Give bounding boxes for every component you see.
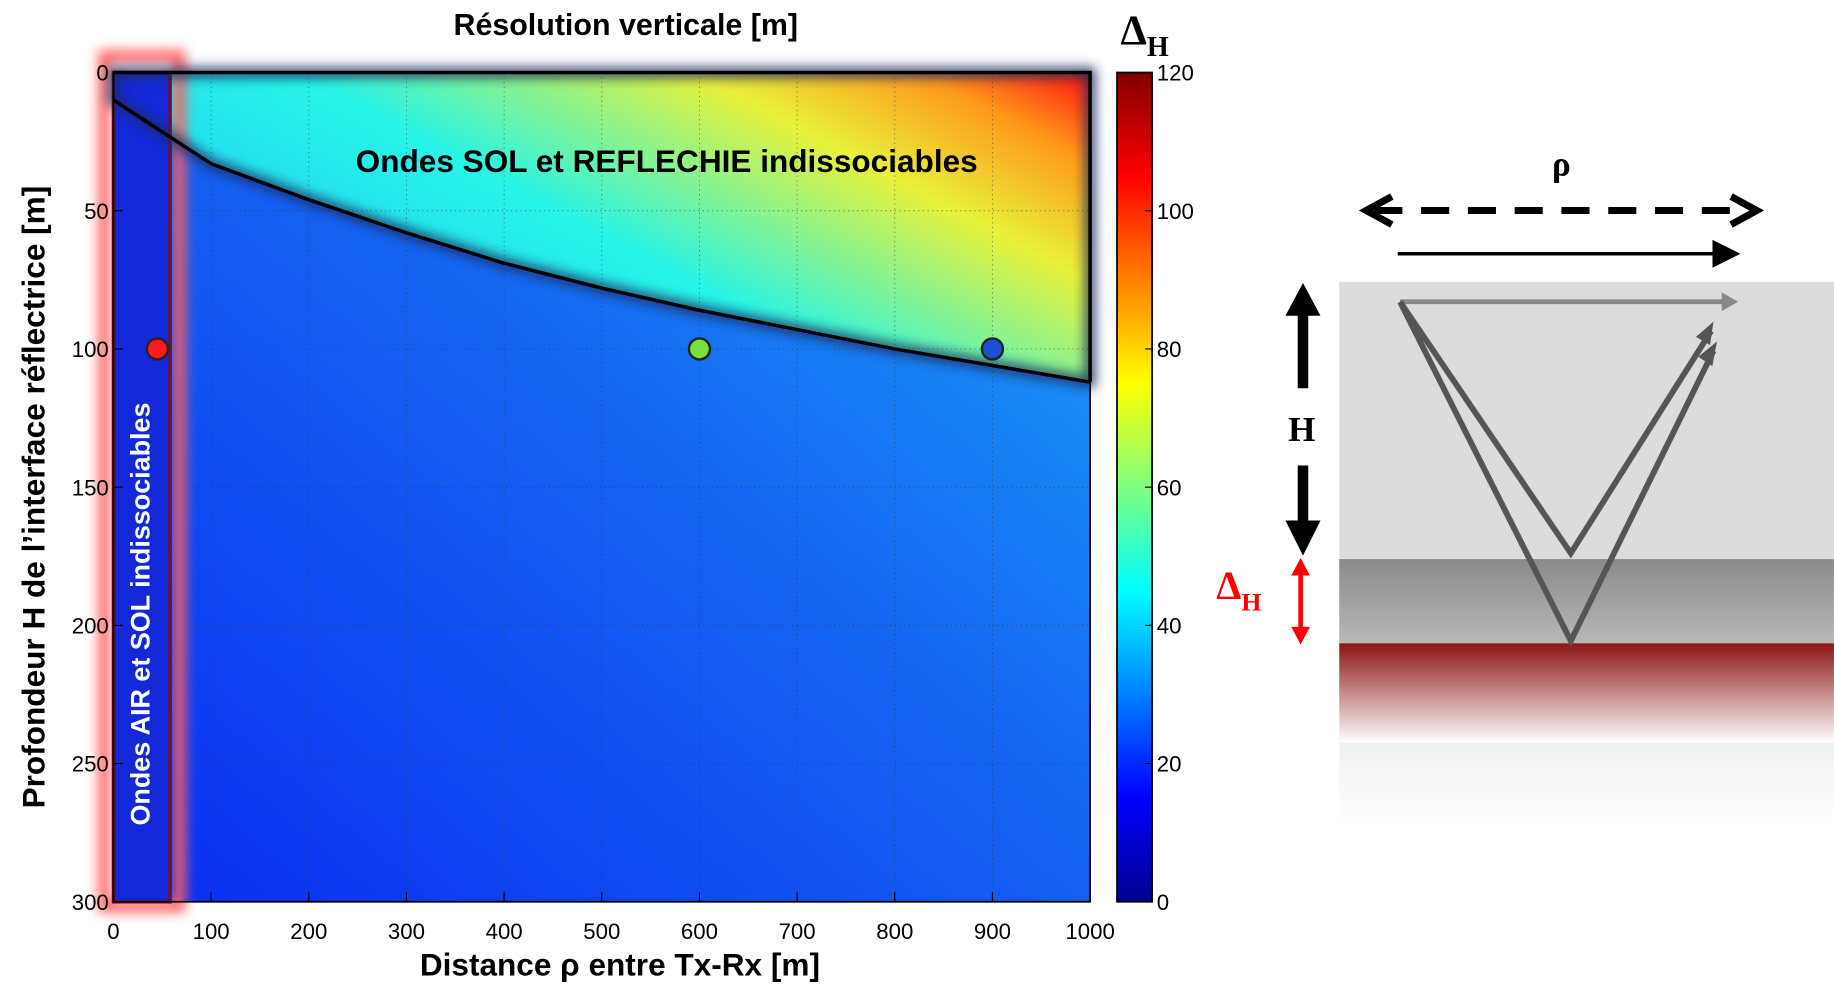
colorbar-tick-label: 40	[1157, 614, 1182, 639]
delta-main: Δ	[1216, 564, 1241, 608]
y-tick-label: 250	[72, 752, 109, 777]
x-tick-label: 900	[974, 919, 1011, 944]
y-tick-label: 50	[84, 199, 109, 224]
y-tick-label: 150	[72, 475, 109, 500]
rho-heads	[1358, 193, 1765, 228]
H-head-down	[1285, 520, 1321, 556]
y-tick-label: 200	[72, 614, 109, 639]
colorbar-tick-label: 120	[1157, 61, 1194, 86]
plot-area: Ondes SOL et REFLECHIE indissociables Ond…	[72, 50, 1194, 944]
colorbar-tick-label: 20	[1157, 752, 1182, 777]
colorbar-tick-label: 80	[1157, 337, 1182, 362]
x-tick-label: 400	[486, 919, 523, 944]
colorbar-label-sub: H	[1147, 32, 1169, 63]
x-tick-label: 200	[290, 919, 327, 944]
boundary-curve	[112, 98, 1091, 384]
colorbar-tick-label: 60	[1157, 475, 1182, 500]
x-tick-label: 500	[583, 919, 620, 944]
point	[687, 337, 712, 361]
delta-heads	[1291, 557, 1310, 645]
annotation: Ondes AIR et SOL indissociables	[126, 403, 156, 826]
x-tick-label: 100	[193, 919, 230, 944]
x-tick-label: 0	[107, 919, 119, 944]
colorbar-tick-label: 0	[1157, 890, 1169, 915]
layer-reflector	[1339, 643, 1834, 743]
layer-fade	[1339, 742, 1834, 825]
x-tick-label: 300	[388, 919, 425, 944]
air-band-glow	[98, 50, 186, 913]
layer-top	[1339, 281, 1834, 560]
chart-title: Résolution verticale [m]	[454, 8, 799, 42]
colorbar-label: ΔH	[1121, 7, 1169, 63]
colorbar-tick-label: 100	[1157, 199, 1194, 224]
y-axis-label: Profondeur H de l’interface réflectrice …	[15, 186, 51, 809]
x-axis-label: Distance ρ entre Tx-Rx [m]	[420, 946, 820, 982]
point	[145, 337, 170, 361]
delta-label: ΔH	[1216, 564, 1261, 617]
annotation: Ondes SOL et REFLECHIE indissociables	[356, 143, 978, 179]
rho-label: ρ	[1552, 144, 1571, 183]
H-label: H	[1288, 410, 1315, 449]
ray-reflect	[1397, 300, 1717, 648]
x-tick-label: 600	[681, 919, 718, 944]
x-tick-label: 1000	[1065, 919, 1114, 944]
y-tick-label: 0	[96, 61, 108, 86]
y-tick-label: 100	[72, 337, 109, 362]
y-tick-label: 300	[72, 890, 109, 915]
point	[980, 337, 1005, 361]
diagram: ρ H ΔH	[1216, 144, 1834, 825]
H-head-up	[1285, 283, 1321, 316]
ray-heads	[1695, 321, 1718, 367]
x-tick-label: 700	[779, 919, 816, 944]
ray-head	[1721, 292, 1739, 312]
delta-sub: H	[1241, 588, 1261, 617]
colorbar-label-main: Δ	[1121, 7, 1147, 54]
layer-soil	[1339, 559, 1834, 644]
x-tick-label: 800	[876, 919, 913, 944]
